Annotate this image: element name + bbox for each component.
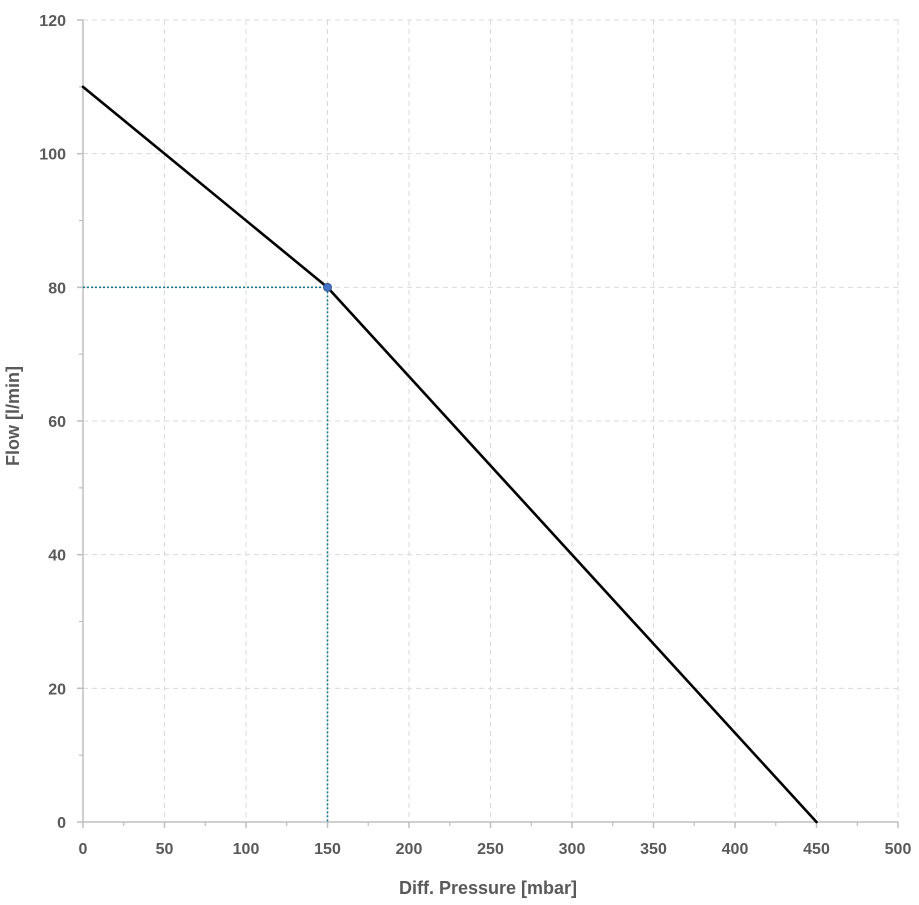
x-tick-label: 400: [722, 841, 749, 858]
operating-point-marker: [323, 282, 332, 292]
x-tick-label: 200: [396, 841, 423, 858]
x-tick-label: 450: [803, 841, 830, 858]
x-axis-title: Diff. Pressure [mbar]: [399, 878, 577, 898]
series-layer: [81, 85, 818, 824]
flow-curve-line: [81, 85, 818, 824]
x-tick-label: 350: [640, 841, 667, 858]
x-tick-label: 100: [233, 841, 260, 858]
y-tick-label: 60: [48, 414, 66, 431]
grid-lines: [83, 19, 899, 822]
x-tick-label: 500: [885, 841, 912, 858]
y-tick-label: 40: [48, 548, 66, 565]
y-axis-title: Flow [l/min]: [3, 366, 23, 466]
y-tick-label: 0: [57, 815, 66, 832]
y-tick-label: 120: [39, 13, 66, 30]
x-tick-label: 300: [559, 841, 586, 858]
y-tick-label: 100: [39, 147, 66, 164]
x-tick-label: 250: [477, 841, 504, 858]
highlight-guides: [83, 286, 329, 822]
x-tick-label: 50: [156, 841, 174, 858]
x-tick-label: 150: [314, 841, 341, 858]
tick-labels: 0 50 100 150 200 250 300 350 400 450 500 0 20 40 60 80 1…: [39, 13, 911, 858]
y-tick-label: 80: [48, 280, 66, 297]
axes: [77, 19, 899, 828]
x-tick-label: 0: [79, 841, 88, 858]
y-tick-label: 20: [48, 681, 66, 698]
